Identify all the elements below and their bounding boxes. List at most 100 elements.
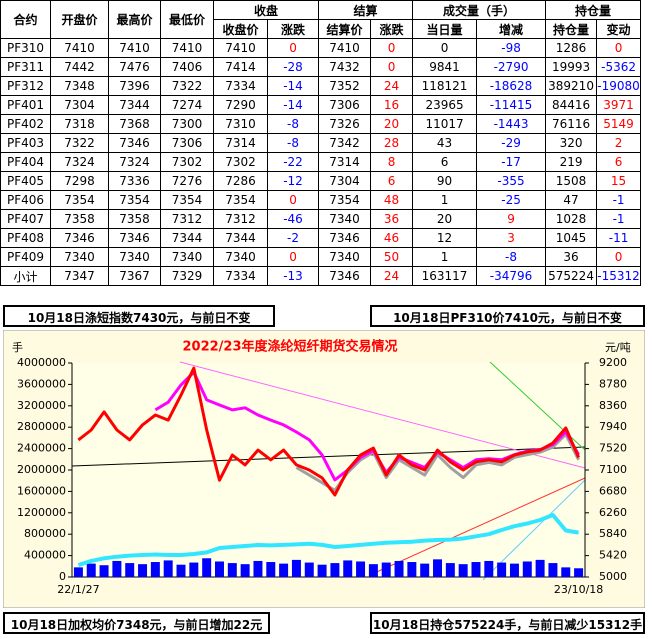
table-cell: PF407 (0, 209, 51, 229)
table-cell: -98 (476, 38, 547, 58)
table-cell: 7396 (108, 76, 161, 96)
table-cell: 3 (476, 228, 547, 248)
header-cell: 结算 (318, 0, 414, 20)
table-cell: 0 (266, 38, 320, 58)
table-cell: 7344 (108, 95, 161, 115)
table-cell: 20 (370, 114, 414, 134)
table-cell: 0 (370, 57, 414, 77)
table-row: PF409 7340 7340 7340 7340 0 7340 50 1 -8 36 0 (0, 247, 642, 267)
table-cell: 7340 (160, 247, 214, 267)
table-cell: 7286 (213, 171, 268, 191)
table-row: PF404 7324 7324 7302 7302 -22 7314 8 6 -17 219 6 (0, 152, 642, 172)
bar (317, 564, 327, 577)
bar (458, 564, 468, 577)
y-tick-label: 400000 (24, 549, 66, 562)
table-row: 合约 开盘价 最高价 最低价 收盘 结算 成交量（手） 持仓量 (0, 0, 642, 39)
table-cell: 19993 (545, 57, 598, 77)
x-tick-label: 23/10/18 (554, 583, 603, 596)
table-cell: 1286 (545, 38, 598, 58)
bar (561, 567, 571, 577)
table-cell: 7306 (318, 95, 372, 115)
table-cell: -29 (476, 133, 547, 153)
table-cell: 7346 (108, 228, 161, 248)
y2-tick-label: 8360 (599, 399, 627, 412)
header-cell: 结算价 (318, 19, 372, 39)
table-cell: 7324 (50, 152, 109, 172)
note: 10月18日涤短指数7430元，与前日不变 (3, 305, 275, 327)
table-cell: 12 (412, 228, 478, 248)
table-cell: 7432 (318, 57, 372, 77)
table-cell: 7410 (50, 38, 109, 58)
table-cell: -25 (476, 190, 547, 210)
y2-tick-label: 6260 (599, 506, 627, 519)
bar (497, 562, 507, 577)
bar (484, 560, 494, 577)
table-cell: 0 (266, 190, 320, 210)
table-cell: -14 (266, 95, 320, 115)
bar (574, 568, 584, 577)
y2-tick-label: 9200 (599, 356, 627, 369)
table-cell: PF312 (0, 76, 51, 96)
table-cell: -11415 (476, 95, 547, 115)
table-cell: 5149 (596, 114, 642, 134)
table-row: PF406 7354 7354 7354 7354 0 7354 48 1 -25 47 -1 (0, 190, 642, 210)
table-cell: 575224 (545, 266, 598, 286)
table-cell: 7352 (318, 76, 372, 96)
table-cell: -15312 (596, 266, 642, 286)
table-cell: -46 (266, 209, 320, 229)
header-cell: 最高价 (108, 0, 161, 39)
note: 10月18日PF310价7410元，与前日不变 (370, 305, 645, 327)
table-cell: 36 (370, 209, 414, 229)
table-cell: 36 (545, 247, 598, 267)
table-cell: 7410 (160, 38, 214, 58)
table-cell: 46 (370, 228, 414, 248)
table-cell: 0 (596, 247, 642, 267)
table-cell: 7346 (318, 228, 372, 248)
table-row: PF403 7322 7346 7306 7314 -8 7342 28 43 -29 320 2 (0, 133, 642, 153)
header-cell: 开盘价 (50, 0, 109, 39)
table-cell: 7340 (318, 209, 372, 229)
table-cell: -17 (476, 152, 547, 172)
table-cell: 389210 (545, 76, 598, 96)
table-cell: 6 (412, 152, 478, 172)
line-series (77, 513, 579, 567)
table-cell: 7290 (213, 95, 268, 115)
table-cell: PF403 (0, 133, 51, 153)
table-cell: 7318 (50, 114, 109, 134)
bar (548, 563, 558, 577)
table-row: PF407 7358 7358 7312 7312 -46 7340 36 20 9 1028 -1 (0, 209, 642, 229)
table-cell: 7304 (50, 95, 109, 115)
table-cell: 0 (412, 38, 478, 58)
table-cell: 6 (596, 152, 642, 172)
table-cell: 7310 (213, 114, 268, 134)
bar (535, 559, 545, 577)
header-cell: 涨跌 (370, 19, 414, 39)
y-tick-label: 2800000 (17, 420, 66, 433)
y2-unit: 元/吨 (605, 341, 631, 354)
table-cell: 3971 (596, 95, 642, 115)
table-row: PF405 7298 7336 7276 7286 -12 7304 6 90 -355 1508 1… (0, 171, 642, 191)
table-cell: 9841 (412, 57, 478, 77)
y-tick-label: 3200000 (17, 399, 66, 412)
bar (240, 564, 250, 577)
bar (163, 560, 173, 577)
table-cell: 0 (596, 38, 642, 58)
table-cell: 15 (596, 171, 642, 191)
table-cell: PF409 (0, 247, 51, 267)
table-cell: 0 (370, 38, 414, 58)
table-cell: 7347 (50, 266, 109, 286)
table-cell: 小计 (0, 266, 51, 286)
table-cell: PF404 (0, 152, 51, 172)
table-cell: -8 (266, 114, 320, 134)
bar (330, 563, 340, 577)
table-cell: 48 (370, 190, 414, 210)
y-tick-label: 0 (59, 570, 66, 583)
table-cell: 1045 (545, 228, 598, 248)
table-cell: 20 (412, 209, 478, 229)
y2-tick-label: 6680 (599, 484, 627, 497)
trend-line (179, 361, 586, 469)
bar (266, 562, 276, 577)
table-cell: 7336 (108, 171, 161, 191)
table-cell: -12 (266, 171, 320, 191)
